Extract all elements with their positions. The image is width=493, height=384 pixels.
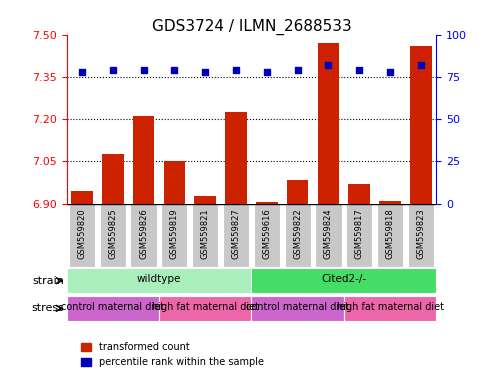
FancyBboxPatch shape	[251, 268, 436, 293]
Text: GSM559826: GSM559826	[139, 209, 148, 259]
Text: GSM559819: GSM559819	[170, 209, 179, 259]
Text: control maternal diet: control maternal diet	[246, 302, 349, 312]
Text: GSM559817: GSM559817	[355, 209, 364, 259]
Point	[324, 62, 332, 68]
FancyBboxPatch shape	[408, 204, 434, 267]
FancyBboxPatch shape	[67, 268, 251, 293]
Legend: transformed count, percentile rank within the sample: transformed count, percentile rank withi…	[81, 343, 264, 367]
Text: high fat maternal diet: high fat maternal diet	[337, 302, 444, 312]
Bar	[71, 191, 93, 204]
FancyBboxPatch shape	[346, 204, 372, 267]
Text: control maternal diet: control maternal diet	[61, 302, 164, 312]
Bar	[349, 184, 370, 204]
Point	[140, 67, 147, 73]
Bar	[317, 43, 339, 204]
FancyBboxPatch shape	[69, 204, 95, 267]
Point	[109, 67, 117, 73]
FancyBboxPatch shape	[131, 204, 157, 267]
Bar	[225, 112, 247, 204]
Point	[201, 69, 209, 75]
Text: GSM559616: GSM559616	[262, 209, 271, 259]
FancyBboxPatch shape	[192, 204, 218, 267]
FancyBboxPatch shape	[284, 204, 311, 267]
Point	[294, 67, 302, 73]
Title: GDS3724 / ILMN_2688533: GDS3724 / ILMN_2688533	[151, 18, 352, 35]
Bar	[256, 202, 278, 204]
FancyBboxPatch shape	[67, 296, 159, 321]
Text: GSM559822: GSM559822	[293, 209, 302, 259]
Text: GSM559824: GSM559824	[324, 209, 333, 259]
Bar	[102, 154, 124, 204]
FancyBboxPatch shape	[344, 296, 436, 321]
Text: GSM559825: GSM559825	[108, 209, 117, 259]
Text: GSM559818: GSM559818	[386, 209, 394, 259]
Bar	[133, 116, 154, 204]
Text: GSM559821: GSM559821	[201, 209, 210, 259]
Bar	[194, 197, 216, 204]
Bar	[379, 201, 401, 204]
Point	[232, 67, 240, 73]
Point	[417, 62, 425, 68]
Text: stress: stress	[31, 303, 64, 313]
Text: GSM559820: GSM559820	[77, 209, 86, 259]
Point	[263, 69, 271, 75]
Text: Cited2-/-: Cited2-/-	[321, 274, 366, 284]
Point	[171, 67, 178, 73]
Bar	[287, 180, 309, 204]
FancyBboxPatch shape	[377, 204, 403, 267]
Bar	[410, 46, 432, 204]
Text: GSM559823: GSM559823	[417, 209, 425, 259]
Point	[355, 67, 363, 73]
Point	[78, 69, 86, 75]
FancyBboxPatch shape	[223, 204, 249, 267]
Point	[386, 69, 394, 75]
FancyBboxPatch shape	[100, 204, 126, 267]
Text: high fat maternal diet: high fat maternal diet	[152, 302, 259, 312]
Text: strain: strain	[32, 276, 64, 286]
FancyBboxPatch shape	[161, 204, 187, 267]
FancyBboxPatch shape	[316, 204, 342, 267]
FancyBboxPatch shape	[254, 204, 280, 267]
Text: wildtype: wildtype	[137, 274, 181, 284]
Text: GSM559827: GSM559827	[232, 209, 241, 259]
FancyBboxPatch shape	[159, 296, 251, 321]
FancyBboxPatch shape	[251, 296, 344, 321]
Bar	[164, 161, 185, 204]
